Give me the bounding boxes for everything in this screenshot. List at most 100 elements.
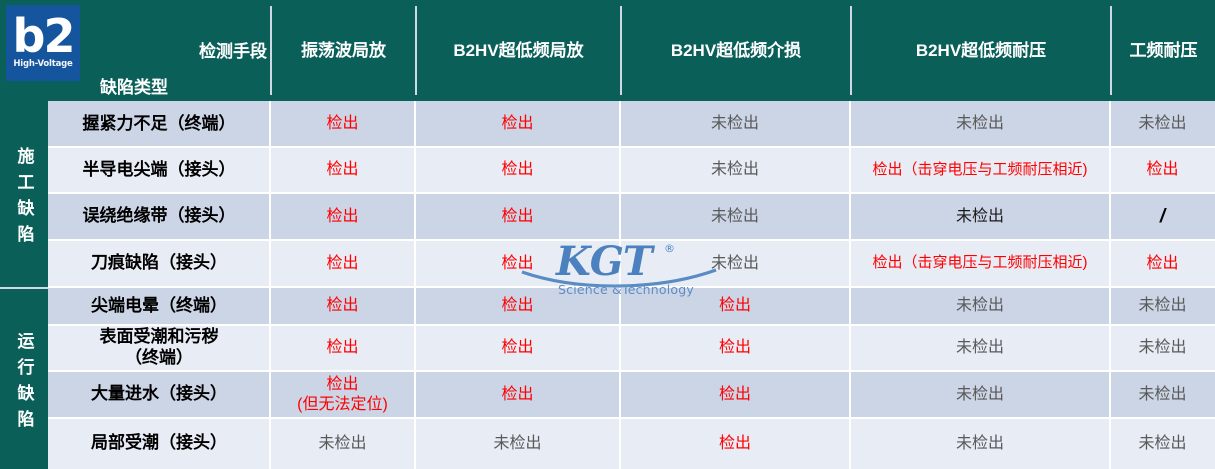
result-cell-r8-c3: 检出 [620, 418, 850, 469]
result-cell-r3-c4: 未检出 [850, 193, 1110, 240]
result-cell-r8-c4: 未检出 [850, 418, 1110, 469]
column-divider [849, 101, 851, 469]
result-cell-r5-c3: 检出 [620, 287, 850, 325]
header-column-4: B2HV超低频耐压 [850, 6, 1110, 95]
result-cell-text: 未检出 [955, 339, 1004, 357]
table-body: 施工缺陷 运行缺陷 握紧力不足（终端） 检出 检出 未检出 未检出 未检出 半导电尖端（接头）检… [0, 101, 1215, 469]
result-cell-text: 未检出 [710, 207, 759, 225]
result-cell-r3-c3: 未检出 [620, 193, 850, 240]
result-cell-r2-c3: 未检出 [620, 147, 850, 193]
defect-type-label: 刀痕缺陷（接头） [48, 240, 270, 287]
result-cell-text: 未检出 [1138, 115, 1187, 133]
header-column-label: B2HV超低频耐压 [915, 40, 1047, 60]
defect-type-label: 半导电尖端（接头） [48, 147, 270, 193]
result-cell-r5-c5: 未检出 [1110, 287, 1215, 325]
result-cell-text: 检出 [501, 297, 534, 315]
defect-type-text: 大量进水（接头） [91, 384, 227, 404]
result-cell-r5-c4: 未检出 [850, 287, 1110, 325]
result-cell-text: 未检出 [955, 385, 1004, 403]
result-cell-r1-c2: 检出 [415, 101, 620, 147]
result-cell-text: 未检出 [955, 434, 1004, 452]
row-divider [48, 146, 1215, 148]
result-cell-r6-c3: 检出 [620, 325, 850, 371]
column-divider [269, 101, 271, 469]
header-column-label: B2HV超低频介损 [670, 40, 802, 60]
defect-group-label: 运行缺陷 [14, 331, 34, 436]
header-column-5: 工频耐压 [1110, 6, 1215, 95]
result-cell-r1-c3: 未检出 [620, 101, 850, 147]
defect-type-label: 误绕绝缘带（接头） [48, 193, 270, 240]
result-cell-r2-c2: 检出 [415, 147, 620, 193]
result-cell-text: 未检出 [493, 434, 542, 452]
result-cell-text: 检出 [326, 161, 359, 179]
result-cell-r4-c5: 检出 [1110, 240, 1215, 287]
result-cell-text: 未检出 [1138, 297, 1187, 315]
header-column-label: 工频耐压 [1129, 40, 1198, 60]
defect-type-text: 尖端电晕（终端） [91, 295, 227, 315]
result-cell-r4-c4: 检出（击穿电压与工频耐压相近) [850, 240, 1110, 287]
result-cell-text: 检出 [1146, 161, 1179, 179]
result-cell-text: 检出 [718, 297, 751, 315]
result-cell-r8-c5: 未检出 [1110, 418, 1215, 469]
row-divider [48, 192, 1215, 194]
result-cell-text: 未检出 [318, 434, 367, 452]
result-cell-r5-c2: 检出 [415, 287, 620, 325]
row-divider [48, 370, 1215, 372]
header-column-3: B2HV超低频介损 [620, 6, 850, 95]
result-cell-r4-c2: 检出 [415, 240, 620, 287]
defect-type-label: 局部受潮（接头） [48, 418, 270, 469]
row-divider [48, 239, 1215, 241]
result-cell-text: 检出 (但无法定位) [297, 375, 388, 413]
result-cell-r7-c2: 检出 [415, 371, 620, 418]
result-cell-r6-c2: 检出 [415, 325, 620, 371]
result-cell-text: 未检出 [955, 115, 1004, 133]
column-divider [619, 101, 621, 469]
result-cell-text: 检出 [326, 115, 359, 133]
result-cell-text: 检出 [501, 115, 534, 133]
result-cell-r1-c5: 未检出 [1110, 101, 1215, 147]
result-cell-text: 检出 [501, 254, 534, 272]
result-cell-text: 未检出 [955, 297, 1004, 315]
result-cell-r3-c2: 检出 [415, 193, 620, 240]
result-cell-text: 检出 [501, 339, 534, 357]
header-column-2: B2HV超低频局放 [415, 6, 620, 95]
result-cell-r2-c1: 检出 [270, 147, 415, 193]
defect-type-label: 表面受潮和污秽 （终端） [48, 325, 270, 371]
result-cell-r2-c5: 检出 [1110, 147, 1215, 193]
result-cell-text: 检出 [1146, 254, 1179, 272]
result-cell-text: 检出 [718, 339, 751, 357]
b2-high-voltage-logo: b2 High-Voltage [6, 5, 80, 81]
result-cell-text: 检出（击穿电压与工频耐压相近) [872, 254, 1088, 272]
defect-type-text: 误绕绝缘带（接头） [82, 206, 236, 226]
result-cell-r7-c1: 检出 (但无法定位) [270, 371, 415, 418]
defect-type-label: 尖端电晕（终端） [48, 287, 270, 325]
column-divider [1109, 101, 1111, 469]
defect-group-2: 运行缺陷 [0, 287, 48, 469]
result-cell-r3-c5: / [1110, 193, 1215, 240]
result-cell-r7-c3: 检出 [620, 371, 850, 418]
header-column-label: B2HV超低频局放 [453, 40, 584, 60]
result-cell-r7-c4: 未检出 [850, 371, 1110, 418]
result-cell-text: / [1159, 205, 1166, 227]
result-cell-text: 检出 [326, 297, 359, 315]
result-cell-text: 检出 [718, 385, 751, 403]
result-cell-r7-c5: 未检出 [1110, 371, 1215, 418]
result-cell-text: 检出 [326, 254, 359, 272]
defect-type-label: 握紧力不足（终端） [48, 101, 270, 147]
result-cell-text: 未检出 [955, 207, 1004, 225]
result-cell-text: 检出 [326, 207, 359, 225]
result-cell-r2-c4: 检出（击穿电压与工频耐压相近) [850, 147, 1110, 193]
table-header: b2 High-Voltage 检测手段 缺陷类型 振荡波局放 B2HV超低频局放… [0, 0, 1215, 101]
row-divider [48, 417, 1215, 419]
defect-group-1: 施工缺陷 [0, 101, 48, 287]
defect-type-text: 表面受潮和污秽 （终端） [99, 327, 219, 367]
result-cell-r4-c1: 检出 [270, 240, 415, 287]
header-axis-method-label: 检测手段 [199, 42, 267, 61]
result-cell-r4-c3: 未检出 [620, 240, 850, 287]
result-cell-text: 检出 [501, 207, 534, 225]
result-cell-text: 未检出 [1138, 385, 1187, 403]
defect-type-label: 大量进水（接头） [48, 371, 270, 418]
row-divider [48, 324, 1215, 326]
column-divider [414, 101, 416, 469]
result-cell-r6-c5: 未检出 [1110, 325, 1215, 371]
